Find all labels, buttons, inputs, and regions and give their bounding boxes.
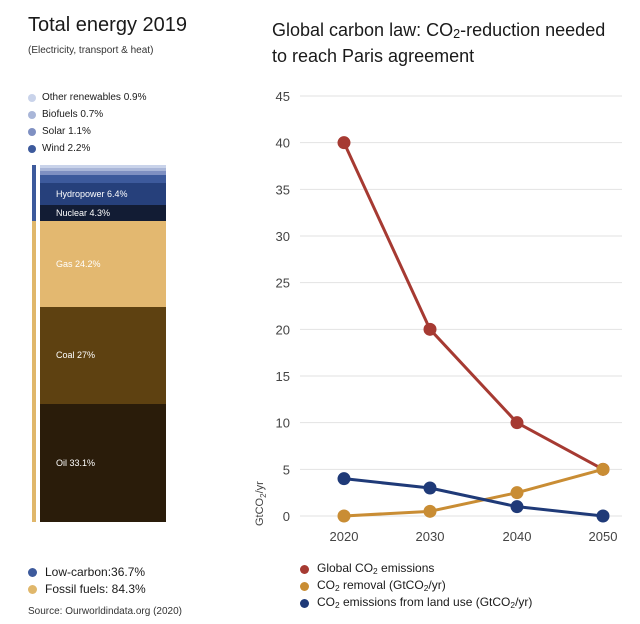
series-point-0	[423, 322, 437, 336]
series-point-0	[337, 136, 351, 150]
series-line-0	[342, 142, 604, 471]
legend-item-biofuels: Biofuels 0.7%	[28, 106, 147, 123]
y-tick-label: 20	[276, 322, 290, 337]
left-chart-title: Total energy 2019	[28, 14, 188, 36]
legend-dot-fossil-fuels	[28, 585, 37, 594]
series-point-1	[337, 509, 351, 523]
series-point-2	[510, 500, 524, 514]
y-tick-label: 15	[276, 369, 290, 384]
x-tick-label: 2020	[330, 529, 359, 544]
legend-dot-wind	[28, 144, 36, 153]
line-chart-legend: Global CO2 emissions CO2 removal (GtCO2/…	[300, 561, 532, 612]
legend-item-co2-removal: CO2 removal (GtCO2/yr)	[300, 578, 532, 595]
left-chart-subtitle: (Electricity, transport & heat)	[28, 45, 154, 56]
series-line-1	[343, 467, 604, 518]
legend-item-global-emissions: Global CO2 emissions	[300, 561, 532, 578]
y-tick-label: 5	[283, 462, 290, 477]
y-tick-label: 40	[276, 136, 290, 151]
bar-segment-wind	[40, 174, 166, 183]
legend-label: Other renewables 0.9%	[42, 92, 147, 103]
legend-label: Fossil fuels: 84.3%	[45, 582, 146, 596]
legend-item-solar: Solar 1.1%	[28, 123, 147, 140]
y-tick-label: 0	[283, 509, 290, 524]
title-part: Global carbon law: CO	[272, 20, 454, 40]
legend-dot-global-emissions	[300, 565, 309, 574]
legend-label: Wind 2.2%	[42, 143, 91, 154]
bar-segment-label: Hydropower 6.4%	[56, 188, 128, 199]
title-subscript: 2	[453, 27, 461, 41]
bar-segment-other-renewables	[40, 165, 166, 169]
legend-label: CO2 removal (GtCO2/yr)	[317, 577, 446, 593]
y-tick-label: 30	[276, 229, 290, 244]
y-tick-label: 10	[276, 416, 290, 431]
legend-item-fossil-fuels: Fossil fuels: 84.3%	[28, 581, 146, 598]
bar-segment-label: Nuclear 4.3%	[56, 208, 111, 219]
legend-item-low-carbon: Low-carbon:36.7%	[28, 564, 146, 581]
legend-item-land-use: CO2 emissions from land use (GtCO2/yr)	[300, 595, 532, 612]
bar-segment-hydropower	[40, 182, 166, 206]
legend-dot-biofuels	[28, 110, 36, 119]
y-tick-label: 25	[276, 276, 290, 291]
x-tick-label: 2050	[589, 529, 618, 544]
legend-label: Solar 1.1%	[42, 126, 91, 137]
series-point-1	[596, 462, 610, 476]
renewables-legend: Other renewables 0.9% Biofuels 0.7% Sola…	[28, 89, 147, 157]
bar-segment-gas	[40, 220, 166, 308]
y-tick-label: 45	[276, 89, 290, 104]
legend-dot-low-carbon	[28, 568, 37, 577]
source-note: Source: Ourworldindata.org (2020)	[28, 606, 182, 617]
bar-segment-solar	[40, 170, 166, 175]
bar-segment-label: Gas 24.2%	[56, 258, 101, 269]
energy-stacked-bar: Oil 33.1% Coal 27% Gas 24.2% Nuclear 4.3% Hy…	[40, 165, 166, 522]
x-tick-label: 2040	[503, 529, 532, 544]
y-axis-label: GtCO2/yr	[254, 481, 268, 526]
bar-segment-nuclear	[40, 205, 166, 221]
title-line-2: to reach Paris agreement	[272, 46, 475, 66]
legend-label: Low-carbon:36.7%	[45, 565, 146, 579]
legend-label: Biofuels 0.7%	[42, 109, 104, 120]
bar-segment-coal	[40, 307, 166, 404]
legend-item-wind: Wind 2.2%	[28, 140, 147, 157]
bar-segment-biofuels	[40, 168, 166, 171]
series-point-2	[337, 472, 351, 486]
low-carbon-bracket	[32, 165, 36, 221]
y-tick-label: 35	[276, 182, 290, 197]
series-point-0	[510, 416, 524, 430]
x-tick-label: 2030	[416, 529, 445, 544]
energy-group-legend: Low-carbon:36.7% Fossil fuels: 84.3%	[28, 564, 146, 598]
series-line-2	[343, 477, 604, 518]
right-chart-title: Global carbon law: CO2-reduction needed …	[272, 19, 632, 67]
title-part: -reduction needed	[460, 20, 606, 40]
legend-dot-other-renewables	[28, 93, 36, 102]
bar-segment-oil	[40, 403, 166, 522]
bar-segment-label: Coal 27%	[56, 350, 96, 361]
legend-dot-land-use	[300, 599, 309, 608]
series-point-1	[423, 504, 437, 518]
fossil-fuels-bracket	[32, 220, 36, 522]
legend-label: Global CO2 emissions	[317, 560, 435, 576]
series-point-2	[423, 481, 437, 495]
legend-label: CO2 emissions from land use (GtCO2/yr)	[317, 594, 533, 610]
series-point-1	[510, 486, 524, 500]
series-point-2	[596, 509, 610, 523]
legend-item-other-renewables: Other renewables 0.9%	[28, 89, 147, 106]
legend-dot-co2-removal	[300, 582, 309, 591]
legend-dot-solar	[28, 127, 36, 136]
bar-segment-label: Oil 33.1%	[56, 457, 96, 468]
